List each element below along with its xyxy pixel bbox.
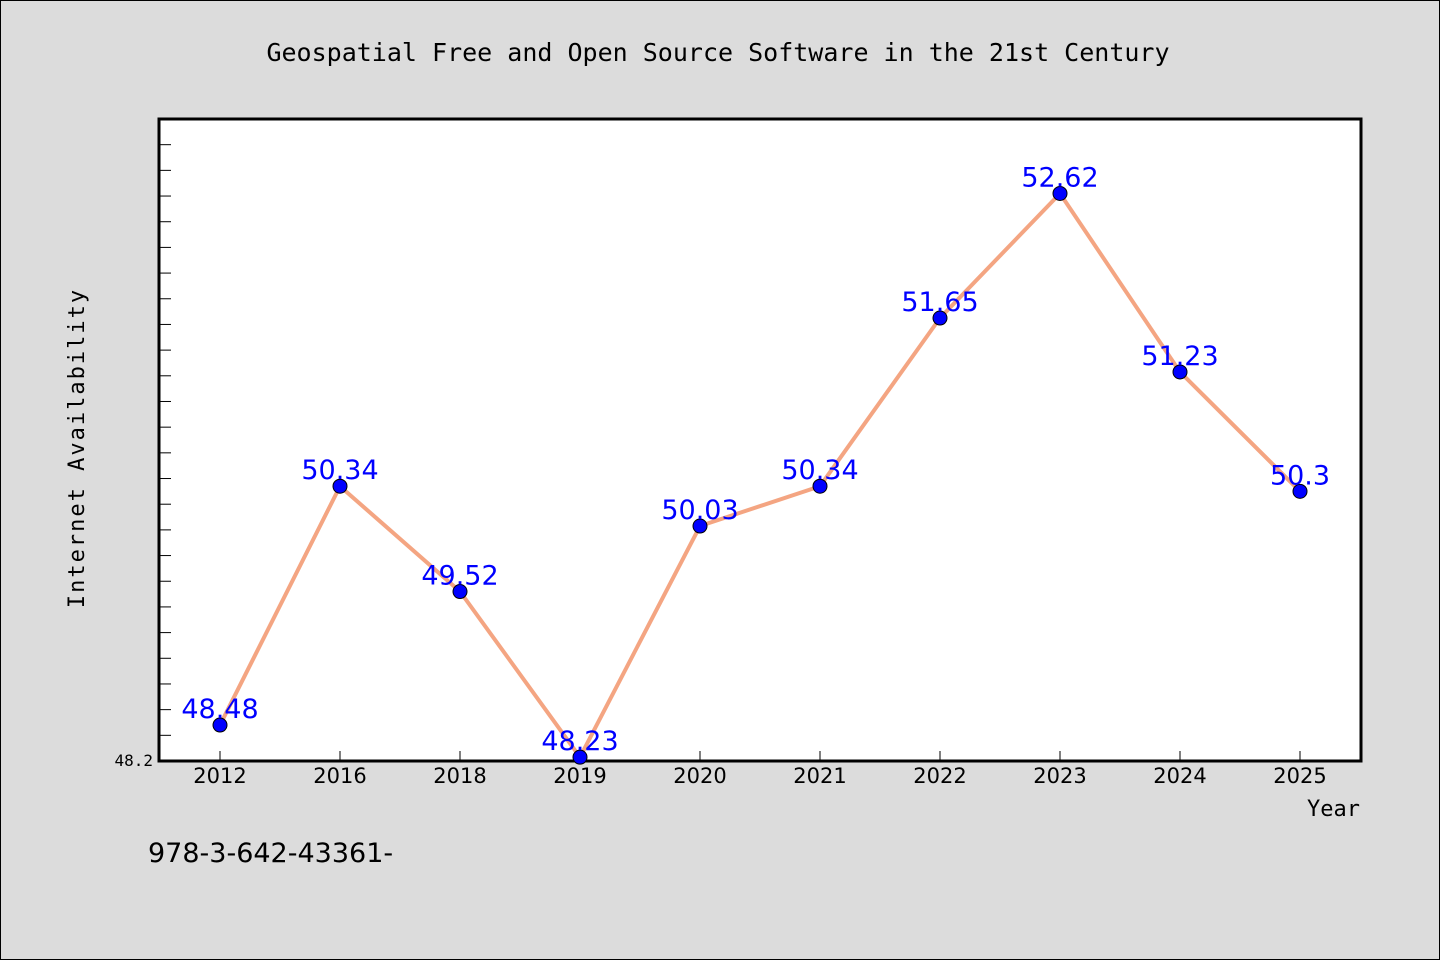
data-label: 50.34 (301, 455, 378, 486)
x-axis-label: Year (1307, 797, 1360, 822)
chart-title: Geospatial Free and Open Source Software… (266, 38, 1169, 67)
x-tick-label: 2022 (913, 764, 966, 788)
x-tick-label: 2012 (193, 764, 246, 788)
data-markers (212, 185, 1308, 765)
footer-text: 978-3-642-43361- (148, 838, 393, 869)
data-point (1172, 364, 1188, 380)
data-point (1052, 185, 1068, 201)
data-label: 52.62 (1021, 162, 1098, 193)
x-tick-label: 2024 (1153, 764, 1206, 788)
data-label: 51.23 (1141, 341, 1218, 372)
data-label: 49.52 (421, 561, 498, 592)
y-tick-label: 48.2 (114, 751, 153, 770)
data-point (332, 478, 348, 494)
data-label: 50.03 (661, 495, 738, 526)
x-tick-label: 2023 (1033, 764, 1086, 788)
y-axis-ticks (159, 118, 171, 762)
data-label: 48.48 (181, 694, 258, 725)
data-point (812, 478, 828, 494)
data-labels: 48.48 50.34 49.52 48.23 50.03 50.34 51.65 52.62… (181, 162, 1330, 757)
data-point (452, 584, 468, 600)
data-label: 51.65 (901, 287, 978, 318)
x-axis-tick-labels: 2012 2016 2018 2019 2020 2021 2022 2023 2024 2025 (193, 764, 1326, 788)
data-label: 48.23 (541, 726, 618, 757)
data-point (212, 717, 228, 733)
data-point (692, 518, 708, 534)
data-point (1292, 483, 1308, 499)
x-tick-label: 2025 (1273, 764, 1326, 788)
y-axis-label: Internet Availability (65, 288, 90, 608)
data-label: 50.3 (1270, 460, 1330, 491)
data-label: 50.34 (781, 455, 858, 486)
data-point (932, 310, 948, 326)
data-point (572, 749, 588, 765)
series-line (218, 191, 1302, 760)
x-tick-label: 2018 (433, 764, 486, 788)
x-tick-label: 2016 (313, 764, 366, 788)
x-tick-label: 2021 (793, 764, 846, 788)
x-tick-label: 2019 (553, 764, 606, 788)
plot-area (157, 117, 1363, 763)
x-tick-label: 2020 (673, 764, 726, 788)
